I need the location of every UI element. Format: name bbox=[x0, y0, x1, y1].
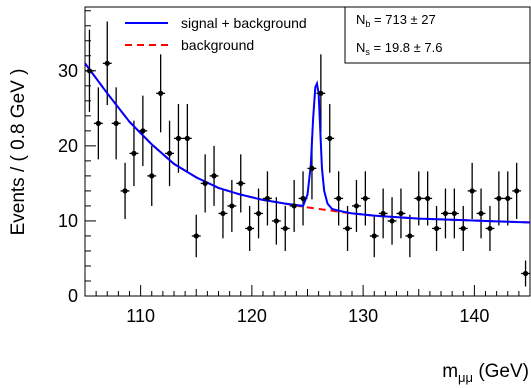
data-point bbox=[496, 195, 502, 202]
y-tick-label: 0 bbox=[68, 286, 78, 306]
stats-box: Nb = 713 ± 27 Ns = 19.8 ± 7.6 bbox=[344, 6, 531, 64]
data-point bbox=[442, 210, 449, 217]
stats-ns-value: = 19.8 ± 7.6 bbox=[374, 40, 443, 55]
data-point bbox=[336, 195, 342, 202]
x-tick-label: 130 bbox=[348, 306, 378, 326]
data-point bbox=[469, 188, 475, 194]
data-point bbox=[140, 128, 146, 134]
x-axis-label-symbol: m bbox=[442, 361, 458, 382]
data-point bbox=[451, 210, 457, 217]
data-point bbox=[300, 195, 306, 202]
data-point bbox=[229, 203, 235, 209]
x-axis-label-subscript: μμ bbox=[458, 370, 473, 385]
y-axis: 0 10 20 30 bbox=[58, 10, 96, 306]
stats-ns-symbol: N bbox=[356, 40, 365, 55]
data-points bbox=[86, 60, 529, 277]
data-point bbox=[149, 173, 155, 179]
data-point bbox=[238, 180, 244, 187]
data-point bbox=[158, 90, 164, 96]
data-point bbox=[522, 270, 529, 277]
data-point bbox=[86, 68, 93, 74]
stats-ns-sub: s bbox=[365, 47, 370, 57]
data-point bbox=[353, 203, 360, 209]
x-axis-label: mμμ (GeV) bbox=[442, 361, 529, 385]
data-point bbox=[362, 195, 368, 202]
data-point bbox=[184, 135, 190, 141]
legend-label-background: background bbox=[181, 37, 254, 53]
legend-label-signal-plus-background: signal + background bbox=[181, 15, 307, 31]
data-point bbox=[175, 135, 182, 141]
data-point bbox=[505, 195, 511, 202]
signal-plus-background-curve bbox=[84, 62, 531, 224]
data-point bbox=[202, 180, 208, 187]
data-point bbox=[416, 195, 422, 202]
stats-box-frame bbox=[344, 6, 531, 64]
data-point bbox=[389, 218, 395, 224]
data-point bbox=[407, 233, 413, 239]
y-tick-label: 30 bbox=[58, 61, 78, 81]
data-point bbox=[95, 120, 101, 126]
stats-nb-symbol: N bbox=[356, 12, 365, 27]
stats-nb-value: = 713 ± 27 bbox=[374, 12, 436, 27]
data-point bbox=[255, 210, 262, 217]
data-point bbox=[309, 165, 315, 171]
x-tick-label: 110 bbox=[126, 306, 155, 326]
data-point bbox=[273, 218, 279, 224]
x-tick-label: 120 bbox=[237, 306, 267, 326]
data-point bbox=[398, 210, 404, 217]
data-point bbox=[344, 225, 351, 232]
stats-ns: Ns = 19.8 ± 7.6 bbox=[356, 40, 442, 57]
x-tick-label: 140 bbox=[459, 306, 489, 326]
data-point bbox=[291, 203, 297, 209]
data-point bbox=[122, 188, 128, 194]
legend: signal + background background bbox=[125, 15, 307, 53]
data-point bbox=[166, 150, 173, 156]
data-point bbox=[318, 90, 324, 96]
data-point bbox=[433, 225, 440, 232]
data-point bbox=[425, 195, 431, 202]
y-axis-label: Events / ( 0.8 GeV ) bbox=[8, 69, 29, 236]
stats-nb: Nb = 713 ± 27 bbox=[356, 12, 436, 29]
data-point bbox=[211, 173, 217, 179]
x-axis: 110 120 130 140 bbox=[84, 285, 531, 326]
data-point bbox=[220, 210, 226, 217]
y-tick-label: 20 bbox=[58, 136, 78, 156]
y-tick-label: 10 bbox=[58, 211, 78, 231]
data-point bbox=[327, 135, 333, 141]
stats-nb-sub: b bbox=[365, 19, 370, 29]
data-point bbox=[282, 225, 288, 232]
x-axis-label-unit: (GeV) bbox=[478, 361, 529, 382]
data-point bbox=[193, 233, 199, 239]
data-point bbox=[104, 60, 110, 66]
data-point bbox=[478, 210, 484, 217]
data-point bbox=[264, 195, 271, 202]
data-point bbox=[371, 233, 377, 239]
data-point bbox=[487, 225, 493, 232]
data-point bbox=[247, 225, 253, 232]
data-point bbox=[514, 188, 520, 194]
data-point bbox=[380, 210, 386, 217]
data-point bbox=[131, 150, 137, 156]
data-point bbox=[113, 120, 119, 126]
data-point bbox=[460, 225, 466, 232]
